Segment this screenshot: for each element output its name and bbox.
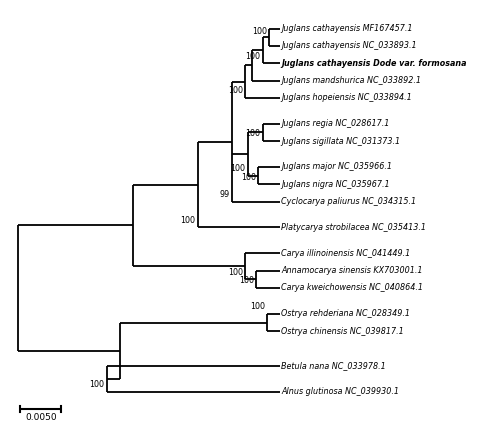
Text: 0.0050: 0.0050 xyxy=(25,413,56,422)
Text: Juglans cathayensis MF167457.1: Juglans cathayensis MF167457.1 xyxy=(282,24,413,33)
Text: Ostrya rehderiana NC_028349.1: Ostrya rehderiana NC_028349.1 xyxy=(282,309,410,318)
Text: Carya kweichowensis NC_040864.1: Carya kweichowensis NC_040864.1 xyxy=(282,283,424,293)
Text: 100: 100 xyxy=(252,27,267,36)
Text: Juglans cathayensis NC_033893.1: Juglans cathayensis NC_033893.1 xyxy=(282,41,417,51)
Text: 100: 100 xyxy=(228,268,243,276)
Text: Juglans cathayensis Dode var. formosana: Juglans cathayensis Dode var. formosana xyxy=(282,59,467,68)
Text: Annamocarya sinensis KX703001.1: Annamocarya sinensis KX703001.1 xyxy=(282,266,423,275)
Text: 100: 100 xyxy=(241,173,256,181)
Text: 100: 100 xyxy=(230,164,246,173)
Text: Juglans sigillata NC_031373.1: Juglans sigillata NC_031373.1 xyxy=(282,137,401,146)
Text: Platycarya strobilacea NC_035413.1: Platycarya strobilacea NC_035413.1 xyxy=(282,223,426,232)
Text: Betula nana NC_033978.1: Betula nana NC_033978.1 xyxy=(282,361,386,370)
Text: 100: 100 xyxy=(228,86,243,95)
Text: Ostrya chinensis NC_039817.1: Ostrya chinensis NC_039817.1 xyxy=(282,327,404,336)
Text: 100: 100 xyxy=(90,380,104,389)
Text: Juglans nigra NC_035967.1: Juglans nigra NC_035967.1 xyxy=(282,180,390,189)
Text: Carya illinoinensis NC_041449.1: Carya illinoinensis NC_041449.1 xyxy=(282,249,410,258)
Text: 100: 100 xyxy=(246,52,260,60)
Text: Cyclocarya paliurus NC_034315.1: Cyclocarya paliurus NC_034315.1 xyxy=(282,197,416,206)
Text: 100: 100 xyxy=(250,302,265,311)
Text: 99: 99 xyxy=(220,190,230,199)
Text: Juglans mandshurica NC_033892.1: Juglans mandshurica NC_033892.1 xyxy=(282,76,422,85)
Text: Juglans major NC_035966.1: Juglans major NC_035966.1 xyxy=(282,162,393,172)
Text: 100: 100 xyxy=(239,276,254,285)
Text: 100: 100 xyxy=(180,216,196,225)
Text: Juglans regia NC_028617.1: Juglans regia NC_028617.1 xyxy=(282,119,390,128)
Text: 100: 100 xyxy=(246,130,260,138)
Text: Alnus glutinosa NC_039930.1: Alnus glutinosa NC_039930.1 xyxy=(282,387,400,396)
Text: Juglans hopeiensis NC_033894.1: Juglans hopeiensis NC_033894.1 xyxy=(282,93,412,102)
